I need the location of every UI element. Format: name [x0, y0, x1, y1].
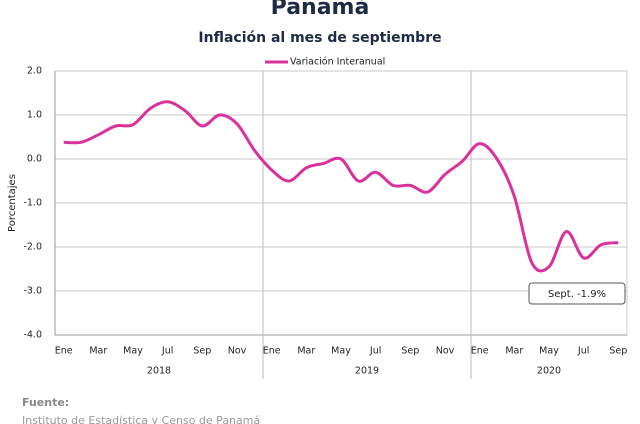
x-tick-label: Sep	[193, 346, 211, 357]
y-tick-label: -1.0	[23, 198, 42, 209]
x-tick-label: Mar	[505, 346, 523, 357]
y-axis-label: Porcentajes	[7, 174, 18, 232]
x-tick-label: Nov	[436, 346, 455, 357]
series-line	[63, 100, 619, 273]
x-tick-label: Jul	[577, 346, 589, 357]
x-tick-label: Ene	[263, 346, 281, 357]
legend-label: Variación Interanual	[290, 57, 385, 68]
x-tick-label: Sep	[609, 346, 627, 357]
x-tick-label: Nov	[228, 346, 247, 357]
x-tick-label: May	[331, 346, 351, 357]
x-tick-label: Jul	[369, 346, 381, 357]
year-label: 2019	[355, 366, 379, 377]
x-tick-label: May	[539, 346, 559, 357]
y-tick-label: 0.0	[27, 154, 42, 165]
x-tick-label: Mar	[89, 346, 107, 357]
x-tick-label: Ene	[55, 346, 73, 357]
x-tick-label: Ene	[471, 346, 489, 357]
y-tick-label: -2.0	[23, 242, 42, 253]
y-tick-label: -4.0	[23, 330, 42, 341]
chart-subtitle: Inflación al mes de septiembre	[198, 30, 441, 46]
annotation: Sept. -1.9%	[548, 289, 606, 300]
y-tick-label: 2.0	[27, 66, 42, 77]
source-label: Fuente:	[22, 396, 69, 409]
x-tick-label: Jul	[161, 346, 173, 357]
source: Instituto de Estadística y Censo de Pana…	[22, 414, 260, 424]
y-tick-label: -3.0	[23, 286, 42, 297]
chart-title: Panamá	[271, 0, 370, 20]
annotation-box	[528, 282, 626, 305]
x-tick-label: May	[123, 346, 143, 357]
year-label: 2020	[537, 366, 561, 377]
y-tick-label: 1.0	[27, 110, 42, 121]
x-tick-label: Sep	[401, 346, 419, 357]
year-label: 2018	[147, 366, 171, 377]
x-tick-label: Mar	[297, 346, 315, 357]
